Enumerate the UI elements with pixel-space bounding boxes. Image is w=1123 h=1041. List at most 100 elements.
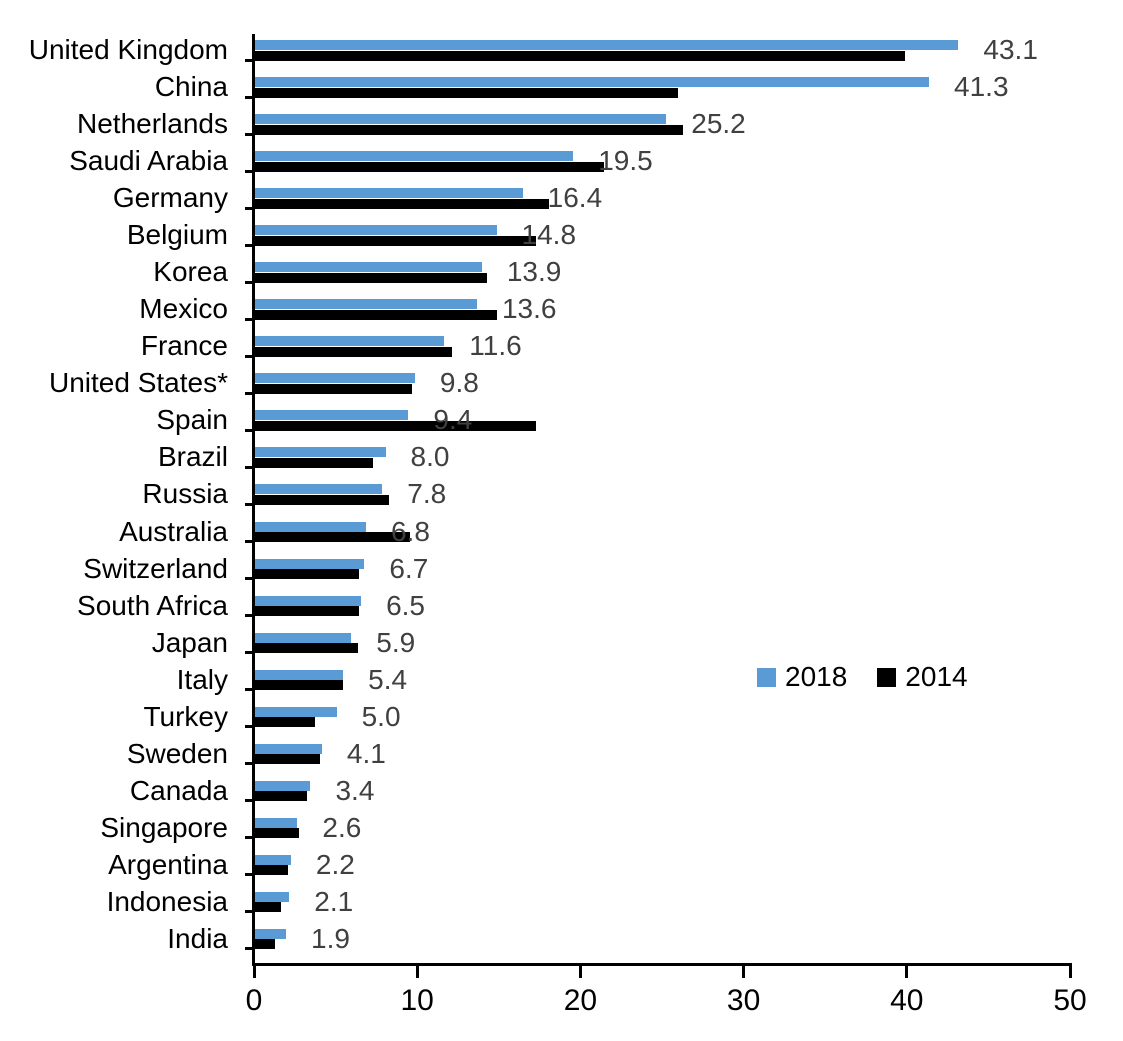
category-label: China	[154, 71, 228, 103]
value-label: 1.9	[311, 922, 350, 954]
legend-swatch-2014	[877, 667, 897, 687]
bar-2018	[255, 669, 344, 680]
x-axis-tick-label: 30	[726, 984, 761, 1017]
bar-2018	[255, 336, 445, 347]
bar-2014	[255, 569, 360, 580]
x-axis-tick	[252, 963, 256, 978]
category-label: Sweden	[126, 737, 228, 769]
category-label: France	[140, 330, 228, 362]
value-label: 19.5	[598, 145, 653, 177]
bar-2014	[255, 383, 412, 394]
x-axis-line	[252, 963, 1071, 966]
bar-2018	[255, 891, 290, 902]
bar-2014	[255, 272, 487, 283]
bar-2018	[255, 521, 366, 532]
bar-2014	[255, 532, 411, 543]
bar-2014	[255, 791, 308, 802]
category-label: Korea	[153, 256, 228, 288]
category-label: Belgium	[126, 219, 228, 251]
bar-2014	[255, 235, 536, 246]
bar-2014	[255, 309, 497, 320]
y-axis-tick	[245, 243, 254, 247]
value-label: 6.8	[390, 515, 430, 547]
y-axis-tick	[245, 836, 254, 840]
bar-2014	[255, 902, 282, 913]
category-label: United States*	[49, 367, 228, 399]
bar-2018	[255, 77, 930, 88]
bar-2014	[255, 346, 453, 357]
y-axis-tick	[245, 58, 254, 62]
bar-2018	[255, 188, 523, 199]
category-label: Netherlands	[77, 108, 228, 140]
x-axis-tick-label: 0	[245, 984, 263, 1017]
y-axis-tick	[245, 391, 254, 395]
value-label: 9.8	[439, 367, 479, 399]
value-label: 3.4	[335, 774, 375, 806]
y-axis-tick	[245, 614, 254, 618]
bar-2014	[255, 865, 288, 876]
y-axis-tick	[245, 540, 254, 544]
value-label: 16.4	[547, 182, 603, 214]
y-axis-tick	[245, 799, 254, 803]
bar-2018	[255, 151, 574, 162]
y-axis-tick	[245, 428, 254, 432]
y-axis-tick	[245, 873, 254, 877]
x-axis-tick-label: 50	[1053, 984, 1087, 1017]
bar-2018	[255, 595, 362, 606]
bar-2014	[255, 643, 358, 654]
value-label: 41.3	[954, 71, 1009, 103]
category-label: Indonesia	[106, 885, 228, 917]
bar-2018	[255, 780, 311, 791]
bar-2018	[255, 928, 286, 939]
bar-2014	[255, 124, 683, 135]
category-label: Australia	[119, 515, 228, 547]
bar-2018	[255, 743, 322, 754]
bar-2018	[255, 114, 667, 125]
value-label: 2.1	[314, 885, 354, 917]
category-label: Japan	[151, 626, 228, 658]
category-label: Germany	[112, 182, 228, 214]
bar-2018	[255, 632, 352, 643]
category-label: Italy	[176, 663, 228, 695]
y-axis-tick	[245, 95, 254, 99]
x-axis-tick	[905, 963, 909, 978]
value-label: 8.0	[410, 441, 450, 473]
bar-2018	[255, 817, 298, 828]
category-label: Russia	[142, 478, 228, 510]
bar-2014	[255, 198, 549, 209]
category-label: South Africa	[77, 589, 228, 621]
value-label: 14.8	[521, 219, 577, 251]
category-label: Brazil	[157, 441, 228, 473]
value-label: 5.4	[368, 663, 408, 695]
y-axis-tick	[245, 651, 254, 655]
value-label: 6.5	[386, 589, 426, 621]
y-axis-tick	[245, 354, 254, 358]
y-axis-line	[252, 34, 255, 966]
y-axis-tick	[245, 280, 254, 284]
bar-2014	[255, 754, 321, 765]
value-label: 5.9	[376, 626, 416, 658]
category-label: Canada	[129, 774, 228, 806]
bar-2018	[255, 262, 482, 273]
bar-2018	[255, 373, 415, 384]
bar-2014	[255, 717, 316, 728]
legend: 2018 2014	[757, 661, 968, 693]
category-label: Singapore	[100, 811, 228, 843]
y-axis-tick	[245, 577, 254, 581]
x-axis-tick	[1068, 963, 1072, 978]
category-label: Turkey	[143, 700, 228, 732]
bar-2018	[255, 40, 959, 50]
category-label: Mexico	[139, 293, 228, 325]
x-axis-tick-label: 20	[563, 984, 598, 1017]
bar-2018	[255, 706, 337, 717]
bar-2014	[255, 828, 300, 839]
bar-2018	[255, 447, 386, 458]
y-axis-tick	[245, 317, 254, 321]
bar-2018	[255, 410, 409, 421]
bar-2018	[255, 854, 291, 865]
value-label: 13.6	[501, 293, 557, 325]
y-axis-tick	[245, 169, 254, 173]
bar-2014	[255, 680, 344, 691]
category-label: United Kingdom	[28, 34, 228, 65]
